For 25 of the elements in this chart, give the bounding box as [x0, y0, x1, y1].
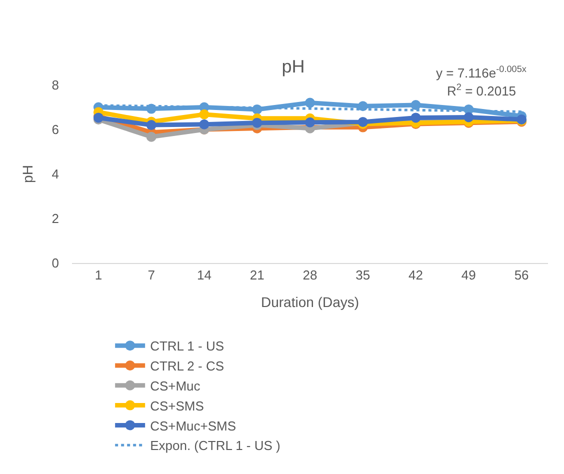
legend-label: CTRL 2 - CS — [150, 358, 224, 374]
y-tick-label: 2 — [52, 211, 59, 226]
x-tick-label: 1 — [94, 268, 102, 283]
text: y = 7.116e$^{-0.005x}$ — [436, 64, 527, 80]
x-tick-label: 7 — [148, 268, 155, 283]
legend-label: CS+Muc+SMS — [150, 418, 236, 434]
y-tick-label: 6 — [52, 122, 59, 138]
y-tick-label: 8 — [52, 78, 59, 93]
x-tick-label: 21 — [250, 268, 264, 283]
x-tick-label: 42 — [408, 268, 424, 283]
y-axis-title: pH — [19, 165, 36, 183]
y-tick-label: 4 — [52, 166, 59, 182]
legend-label: CTRL 1 - US — [150, 338, 224, 354]
x-tick-label: 35 — [356, 268, 370, 283]
x-tick-label: 56 — [514, 268, 529, 283]
x-tick-label: 14 — [196, 268, 212, 283]
legend-label: CS+Muc — [150, 378, 201, 394]
x-axis-title: Duration (Days) — [260, 294, 360, 310]
x-tick-label: 49 — [461, 268, 476, 283]
legend-label: CS+SMS — [150, 398, 204, 414]
x-tick-label: 28 — [302, 268, 318, 283]
y-tick-label: 0 — [52, 256, 59, 271]
legend-label: Expon. (CTRL 1 - US ) — [150, 438, 280, 454]
annotation: R$^{2}$ = 0.2015 — [447, 82, 516, 98]
chart-title: pH — [282, 56, 305, 77]
